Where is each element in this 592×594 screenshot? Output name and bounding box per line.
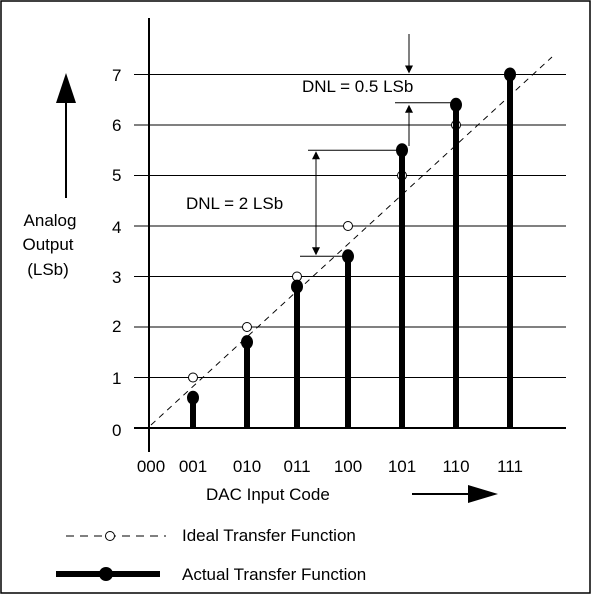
legend: Ideal Transfer Function Actual Transfer … <box>56 526 366 584</box>
dnl-2-lsb-label: DNL = 2 LSb <box>186 194 283 213</box>
y-tick-5: 5 <box>112 166 121 185</box>
dnl2-arrowhead-up <box>312 151 320 160</box>
x-tick-100: 100 <box>334 457 362 476</box>
dnl05-arrowhead-up <box>405 104 413 113</box>
legend-actual-filled-marker-icon <box>99 567 113 581</box>
ideal-dashed-line <box>150 56 553 426</box>
actual-point-001 <box>187 390 199 405</box>
ideal-point-001 <box>188 372 198 383</box>
dnl2-arrowhead-down <box>312 247 320 256</box>
actual-point-111 <box>504 67 516 82</box>
x-tick-101: 101 <box>388 457 416 476</box>
legend-item-ideal: Ideal Transfer Function <box>66 526 356 545</box>
legend-ideal-label: Ideal Transfer Function <box>182 526 356 545</box>
x-tick-labels: 000 001 010 011 100 101 110 111 <box>137 457 523 476</box>
y-tick-7: 7 <box>112 66 121 85</box>
x-axis-direction-arrow-head <box>468 485 498 503</box>
y-axis-title-line-1: Analog <box>24 211 77 230</box>
y-axis-title-line-3: (LSb) <box>27 260 69 279</box>
ideal-point-100 <box>343 221 353 231</box>
x-tick-010: 010 <box>233 457 261 476</box>
y-tick-6: 6 <box>112 116 121 135</box>
actual-point-010 <box>241 335 253 350</box>
x-tick-011: 011 <box>283 457 310 476</box>
y-tick-2: 2 <box>112 317 121 336</box>
y-tick-labels: 0 1 2 3 4 5 6 7 <box>112 66 121 440</box>
actual-point-110 <box>450 97 462 112</box>
dnl-0-5-lsb-label: DNL = 0.5 LSb <box>302 77 413 96</box>
y-tick-0: 0 <box>112 421 121 440</box>
legend-actual-label: Actual Transfer Function <box>182 565 366 584</box>
dnl05-arrowhead-down <box>405 65 413 74</box>
x-tick-111: 111 <box>497 457 523 476</box>
x-axis-title: DAC Input Code <box>206 485 330 504</box>
y-tick-1: 1 <box>112 369 121 388</box>
y-tick-4: 4 <box>112 218 121 237</box>
y-axis-title: Analog Output (LSb) <box>22 211 76 279</box>
actual-transfer-function <box>187 67 516 428</box>
legend-ideal-open-marker-icon <box>105 531 115 541</box>
y-tick-3: 3 <box>112 268 121 287</box>
y-axis-direction-arrow-head <box>56 73 76 103</box>
gridlines <box>134 74 566 378</box>
x-tick-000: 000 <box>137 457 165 476</box>
legend-item-actual: Actual Transfer Function <box>56 565 366 584</box>
dnl-annotations <box>300 34 458 257</box>
ideal-transfer-function <box>150 56 553 426</box>
ideal-point-010 <box>242 322 252 332</box>
x-tick-110: 110 <box>442 457 469 476</box>
x-tick-001: 001 <box>179 457 207 476</box>
y-axis-title-line-2: Output <box>22 235 73 254</box>
actual-point-011 <box>291 279 303 294</box>
